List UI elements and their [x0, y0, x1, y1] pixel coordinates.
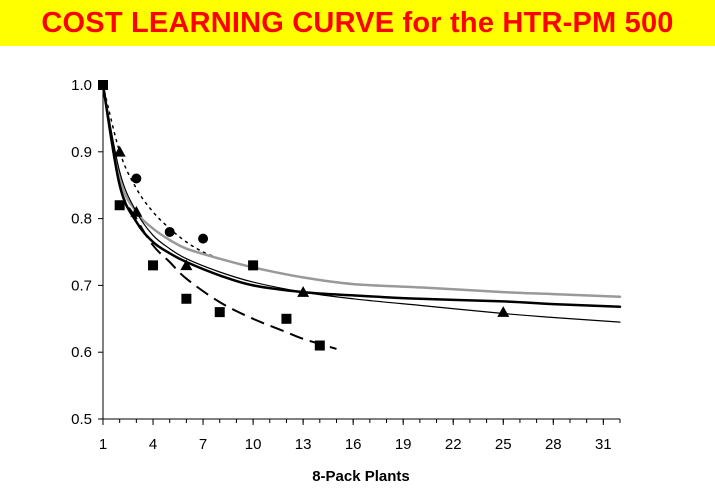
x-tick-label: 16 [345, 436, 362, 453]
square-marker [214, 307, 225, 318]
x-tick-label: 31 [595, 436, 612, 453]
square-marker [148, 260, 159, 271]
square-marker [281, 313, 292, 324]
curve-solid-3 [101, 83, 622, 309]
circle-marker [131, 173, 142, 184]
curve-solid-4 [102, 84, 621, 323]
y-tick-label: 0.8 [71, 211, 92, 228]
x-axis-title: 8-Pack Plants [312, 468, 410, 485]
title-bar: COST LEARNING CURVE for the HTR-PM 500 [0, 0, 715, 46]
x-tick-label: 19 [395, 436, 412, 453]
triangle-marker [497, 306, 510, 317]
y-tick-label: 0.5 [71, 411, 92, 428]
x-tick-label: 4 [149, 436, 157, 453]
x-tick-label: 10 [245, 436, 262, 453]
markers-layer [98, 80, 510, 351]
x-tick-label: 7 [199, 436, 207, 453]
curves-layer [101, 83, 622, 350]
x-tick-label: 28 [545, 436, 562, 453]
x-tick-label: 22 [445, 436, 462, 453]
curve-solid-2 [101, 83, 622, 299]
square-marker [248, 260, 259, 271]
x-tick-label: 13 [295, 436, 312, 453]
slide-title: COST LEARNING CURVE for the HTR-PM 500 [41, 6, 674, 39]
x-tick-label: 25 [495, 436, 512, 453]
x-tick-label: 1 [99, 436, 107, 453]
axes-layer: 0.5 0.6 0.7 0.8 0.9 1.0 1 4 7 10 13 16 19 22 25 28 31 [71, 77, 621, 453]
y-tick-label: 0.9 [71, 144, 92, 161]
y-tick-label: 0.7 [71, 277, 92, 294]
y-tick-label: 0.6 [71, 344, 92, 361]
circle-marker [198, 233, 209, 244]
square-marker [314, 340, 325, 351]
triangle-marker [113, 145, 126, 157]
circle-marker [164, 226, 175, 237]
triangle-marker [180, 259, 193, 271]
curve-dashed-1 [102, 84, 337, 350]
curve-dotted-0 [102, 84, 221, 260]
square-marker [114, 200, 125, 211]
triangle-marker [130, 205, 143, 217]
y-tick-label: 1.0 [71, 77, 92, 94]
square-marker [181, 293, 192, 304]
square-marker [98, 80, 108, 90]
triangle-marker [297, 286, 310, 297]
